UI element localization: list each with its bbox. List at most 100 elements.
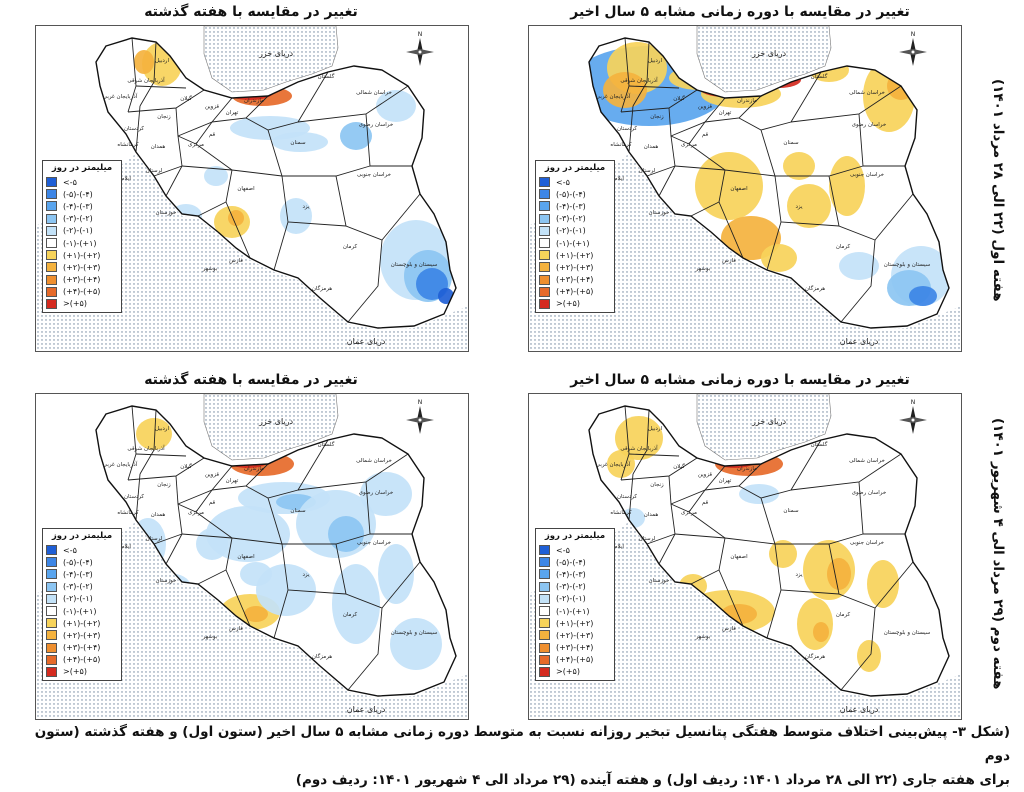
country-outline xyxy=(95,37,457,329)
legend-swatch xyxy=(46,666,57,677)
legend-swatch xyxy=(539,286,550,297)
province-border xyxy=(273,589,289,639)
panel-title-r2c1: تغییر در مقایسه با دوره زمانی مشابه ۵ سا… xyxy=(570,372,910,388)
province-label-lorestan: لرستان xyxy=(146,168,163,174)
map-panel-r1c1: آذربایجان شرقی آذربایجان غربی اردبیل گیلان ز… xyxy=(528,25,962,352)
caspian-label: دریای خزر xyxy=(258,417,294,426)
legend: میلیمتر در روز <-۵ (-۵)-(-۴) (-۴)-(-۳) (-۳)-… xyxy=(42,160,122,314)
province-border xyxy=(267,497,371,545)
row-label-week2: هفته دوم (۲۹ مرداد الی ۴ شهریور ۱۴۰۱) xyxy=(990,418,1006,690)
province-label-hormozgan: هرمزگان xyxy=(312,653,332,660)
value-patch xyxy=(360,472,412,516)
value-patch xyxy=(134,50,154,74)
province-border xyxy=(840,607,876,691)
province-label-gilan: گیلان xyxy=(673,463,685,470)
province-border xyxy=(766,589,782,639)
legend-label: >(+۵) xyxy=(556,667,580,677)
value-patch xyxy=(829,156,865,216)
province-borders xyxy=(620,405,914,691)
legend-swatch xyxy=(539,189,550,200)
iran-land xyxy=(589,406,949,696)
province-label-kerman: کرمان xyxy=(836,611,851,618)
value-patch xyxy=(787,184,831,228)
value-patch xyxy=(695,152,763,220)
legend-label: (+۲)-(+۳) xyxy=(63,630,101,640)
province-label-isfahan: اصفهان xyxy=(237,554,255,560)
province-label-qazvin: قزوین xyxy=(698,472,712,478)
legend-swatch xyxy=(46,250,57,261)
caption-line-1: (شکل ۳- پیش‌بینی اختلاف متوسط هفتگی پتان… xyxy=(34,724,1010,764)
province-border xyxy=(335,543,421,609)
province-border xyxy=(628,473,634,521)
legend-swatch xyxy=(46,654,57,665)
province-label-east_azar: آذربایجان شرقی xyxy=(620,77,658,84)
value-patch xyxy=(240,562,272,586)
legend: میلیمتر در روز <-۵ (-۵)-(-۴) (-۴)-(-۳) (-۳)-… xyxy=(535,528,615,682)
legend-swatch xyxy=(539,213,550,224)
legend-item: (+۴)-(+۵) xyxy=(46,654,118,666)
legend-item: (+۲)-(+۳) xyxy=(539,261,611,273)
legend-label: <-۵ xyxy=(63,177,77,187)
province-label-kurdistan: کردستان xyxy=(124,493,144,500)
legend-item: (+۳)-(+۴) xyxy=(46,274,118,286)
province-label-markazi: مرکزی xyxy=(681,141,697,148)
legend-item: (-۴)-(-۳) xyxy=(46,568,118,580)
province-labels: آذربایجان شرقی آذربایجان غربی اردبیل گیلان ز… xyxy=(103,58,438,292)
province-label-bushehr: بوشهر xyxy=(202,634,218,640)
legend-item: (+۴)-(+۵) xyxy=(46,286,118,298)
legend-item: (-۲)-(-۱) xyxy=(539,225,611,237)
province-label-kerman: کرمان xyxy=(836,243,851,250)
province-label-ilam: ایلام xyxy=(121,176,131,182)
legend-label: (+۱)-(+۲) xyxy=(556,250,594,260)
legend-swatch xyxy=(539,618,550,629)
province-label-lorestan: لرستان xyxy=(146,536,163,542)
value-patch xyxy=(867,560,899,608)
legend-item: >(+۵) xyxy=(46,298,118,310)
legend-item: (+۱)-(+۲) xyxy=(539,249,611,261)
province-border xyxy=(225,569,251,627)
province-label-hamedan: همدان xyxy=(644,144,659,150)
legend-label: (-۳)-(-۲) xyxy=(63,582,93,592)
province-label-isfahan: اصفهان xyxy=(730,554,748,560)
legend-swatch xyxy=(46,557,57,568)
province-label-golestan: گلستان xyxy=(811,441,828,448)
legend-label: (-۵)-(-۴) xyxy=(63,189,93,199)
legend-item: (+۲)-(+۳) xyxy=(46,261,118,273)
north-label: N xyxy=(418,399,423,406)
legend-label: (-۱)-(+۱) xyxy=(556,606,590,616)
legend-title: میلیمتر در روز xyxy=(544,531,606,541)
legend-swatch xyxy=(46,581,57,592)
legend-label: (+۲)-(+۳) xyxy=(63,262,101,272)
province-label-fars: فارس xyxy=(229,626,243,632)
province-label-isfahan: اصفهان xyxy=(237,186,255,192)
province-label-mazandaran: مازندران xyxy=(244,466,264,472)
province-label-markazi: مرکزی xyxy=(188,509,204,516)
legend-label: (-۵)-(-۴) xyxy=(556,189,586,199)
north-arrow-icon: N xyxy=(899,31,927,66)
province-label-ardabil: اردبیل xyxy=(648,426,662,432)
province-label-west_azar: آذربایجان غربی xyxy=(596,93,631,100)
province-label-west_azar: آذربایجان غربی xyxy=(103,93,138,100)
legend-item: (+۴)-(+۵) xyxy=(539,286,611,298)
province-label-bushehr: بوشهر xyxy=(695,266,711,272)
legend-item: (-۵)-(-۴) xyxy=(46,188,118,200)
map-panel-r2c1: آذربایجان شرقی آذربایجان غربی اردبیل گیلان ز… xyxy=(528,393,962,720)
province-label-semnan: سمنان xyxy=(783,508,799,514)
value-patch xyxy=(204,166,228,186)
legend-swatch xyxy=(539,225,550,236)
province-label-sistan: سیستان و بلوچستان xyxy=(884,262,931,268)
value-patch xyxy=(228,210,244,226)
province-label-semnan: سمنان xyxy=(290,508,306,514)
province-label-west_azar: آذربایجان غربی xyxy=(103,461,138,468)
legend-item: (-۱)-(+۱) xyxy=(46,237,118,249)
legend-swatch xyxy=(46,213,57,224)
province-label-markazi: مرکزی xyxy=(681,509,697,516)
province-label-ilam: ایلام xyxy=(121,544,131,550)
legend-label: (+۴)-(+۵) xyxy=(63,287,101,297)
province-border xyxy=(668,107,672,137)
province-label-qazvin: قزوین xyxy=(698,104,712,110)
legend-label: <-۵ xyxy=(556,177,570,187)
legend-label: (-۱)-(+۱) xyxy=(556,238,590,248)
legend-label: (+۳)-(+۴) xyxy=(63,275,101,285)
legend-swatch xyxy=(46,225,57,236)
